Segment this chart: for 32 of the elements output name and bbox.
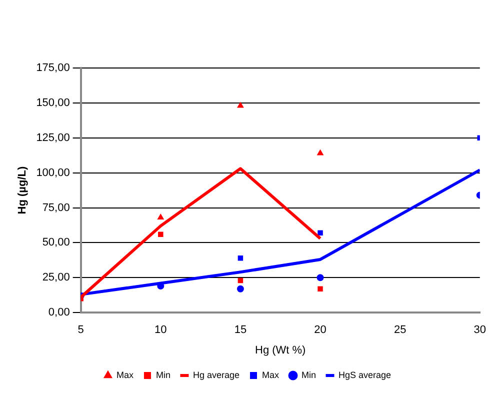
y-tick-label: 125,00 xyxy=(36,132,70,144)
point xyxy=(318,286,323,292)
x-axis-title: Hg (Wt %) xyxy=(254,344,306,356)
legend-label: Max xyxy=(262,370,280,380)
x-tick-label: 30 xyxy=(474,324,486,336)
x-tick-label: 15 xyxy=(234,324,247,336)
y-tick-label: 0,00 xyxy=(48,306,70,319)
y-tick-label: 25,00 xyxy=(42,272,70,284)
legend-label: Min xyxy=(302,370,316,380)
legend-label: HgS average xyxy=(338,370,392,380)
x-tick-label: 10 xyxy=(154,324,167,336)
x-tick-label: 25 xyxy=(394,324,406,336)
y-tick-label: 150,00 xyxy=(36,96,70,109)
point xyxy=(237,102,244,108)
point xyxy=(236,285,244,292)
point xyxy=(158,232,164,237)
point xyxy=(158,214,164,220)
point xyxy=(316,274,324,282)
legend-label: Max xyxy=(116,370,134,380)
y-tick-label: 100,00 xyxy=(36,166,70,179)
legend-label: Min xyxy=(156,370,170,380)
x-tick-label: 20 xyxy=(314,324,326,336)
y-tick-label: 50,00 xyxy=(42,236,70,249)
x-tick-label: 5 xyxy=(78,324,84,336)
y-axis-title: Hg (µg/L) xyxy=(16,166,29,214)
y-tick-label: 75,00 xyxy=(42,202,70,214)
legend-label: Hg average xyxy=(192,370,240,380)
y-tick-label: 175,00 xyxy=(36,62,70,74)
point xyxy=(238,255,244,261)
point xyxy=(238,278,244,284)
point xyxy=(318,230,323,236)
point xyxy=(317,150,324,156)
